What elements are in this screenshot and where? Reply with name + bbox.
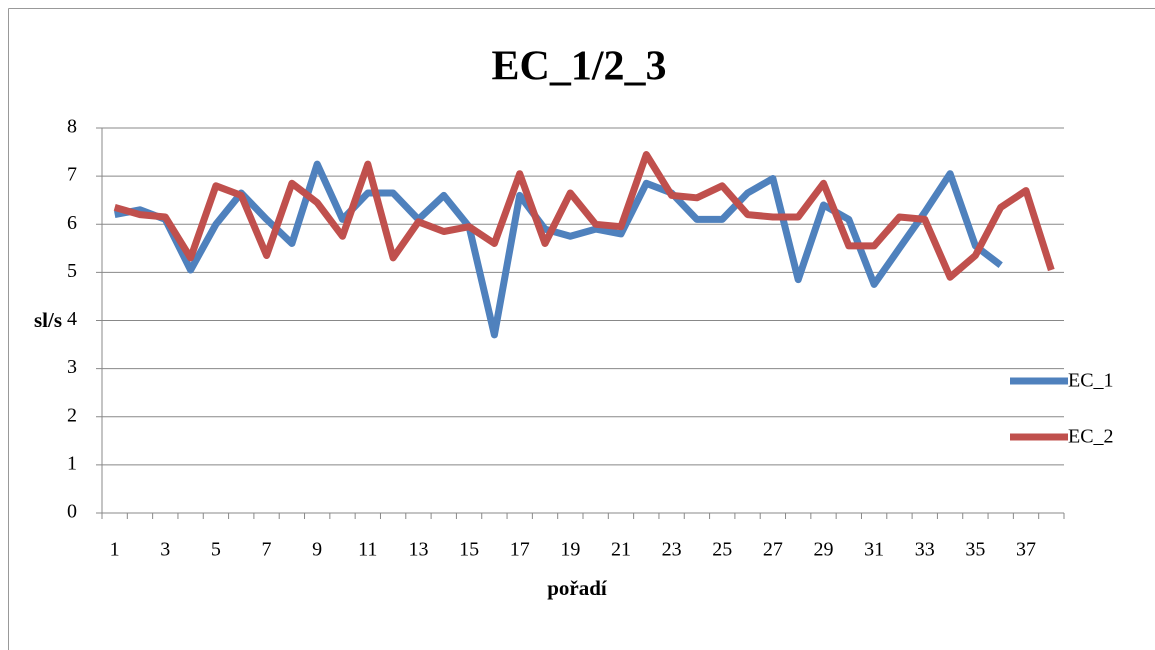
x-tick-label: 29	[814, 539, 834, 561]
chart-title: EC_1/2_3	[491, 44, 666, 90]
x-tick-label: 25	[712, 539, 732, 561]
x-tick-label: 13	[408, 539, 428, 561]
x-tick-label: 27	[763, 539, 783, 561]
x-tick-label: 7	[262, 539, 272, 561]
x-tick-label: 19	[560, 539, 580, 561]
x-tick-label: 5	[211, 539, 221, 561]
legend-label: EC_1	[1068, 370, 1114, 392]
x-tick-label: 23	[662, 539, 682, 561]
x-tick-label: 9	[312, 539, 322, 561]
x-tick-label: 3	[160, 539, 170, 561]
series-line	[114, 160, 1003, 339]
y-tick-label: 7	[67, 164, 77, 186]
x-tick-label: 37	[1016, 539, 1036, 561]
x-axis-title: pořadí	[547, 576, 608, 600]
x-tick-label: 15	[459, 539, 479, 561]
y-tick-label: 1	[67, 452, 77, 474]
series-line	[113, 151, 1055, 281]
x-tick-label: 35	[965, 539, 985, 561]
x-tick-label: 17	[510, 539, 530, 561]
x-tick-label: 1	[110, 539, 120, 561]
x-tick-label: 31	[864, 539, 884, 561]
y-tick-label: 6	[67, 212, 77, 234]
y-tick-label: 4	[67, 308, 77, 330]
y-tick-label: 2	[67, 404, 77, 426]
x-tick-label: 33	[915, 539, 935, 561]
legend-label: EC_2	[1068, 426, 1114, 448]
y-axis-title: sl/s	[34, 308, 62, 332]
x-tick-label: 21	[611, 539, 631, 561]
y-tick-label: 5	[67, 260, 77, 282]
y-tick-label: 0	[67, 501, 77, 523]
y-tick-label: 3	[67, 356, 77, 378]
x-tick-label: 11	[358, 539, 377, 561]
y-tick-label: 8	[67, 116, 77, 138]
